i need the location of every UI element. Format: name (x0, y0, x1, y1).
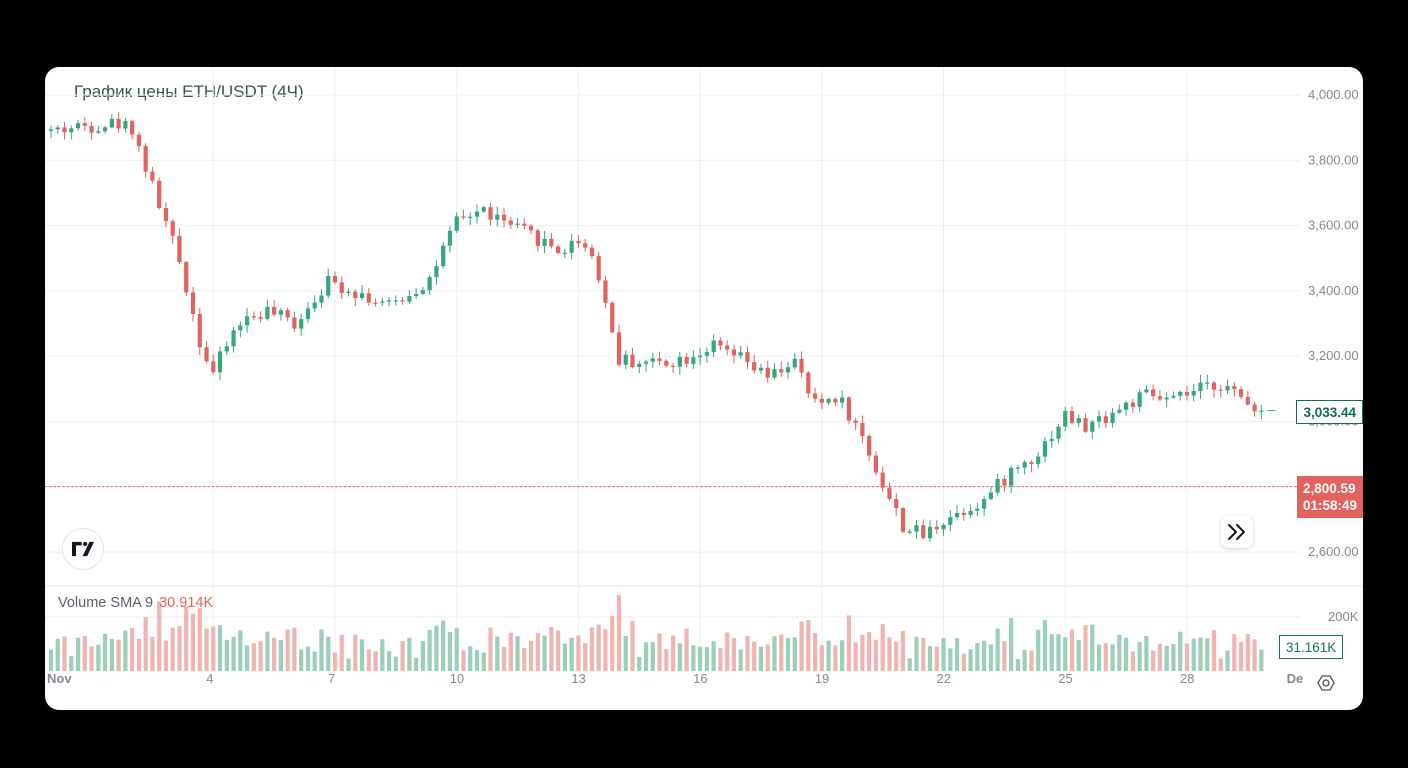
svg-text:4: 4 (206, 671, 213, 686)
svg-text:28: 28 (1180, 671, 1194, 686)
svg-text:3,200.00: 3,200.00 (1308, 348, 1359, 363)
svg-text:3,800.00: 3,800.00 (1308, 152, 1359, 167)
svg-text:Nov: Nov (47, 671, 72, 686)
svg-text:13: 13 (571, 671, 585, 686)
svg-text:19: 19 (815, 671, 829, 686)
svg-text:3,400.00: 3,400.00 (1308, 283, 1359, 298)
svg-text:4,000.00: 4,000.00 (1308, 87, 1359, 102)
svg-text:De: De (1287, 671, 1304, 686)
svg-text:3,600.00: 3,600.00 (1308, 218, 1359, 233)
svg-text:10: 10 (450, 671, 464, 686)
svg-text:7: 7 (328, 671, 335, 686)
svg-text:16: 16 (693, 671, 707, 686)
svg-text:2,600.00: 2,600.00 (1308, 544, 1359, 559)
svg-text:25: 25 (1058, 671, 1072, 686)
svg-text:22: 22 (937, 671, 951, 686)
